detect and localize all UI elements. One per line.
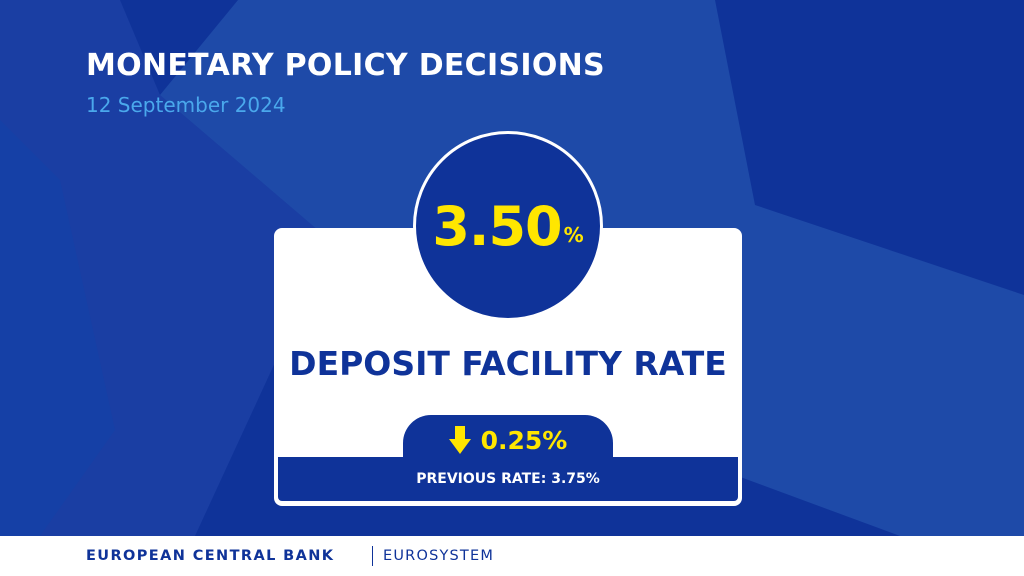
footer-system: EUROSYSTEM bbox=[383, 548, 495, 564]
rate-name: DEPOSIT FACILITY RATE bbox=[289, 344, 727, 383]
decision-date: 12 September 2024 bbox=[86, 93, 286, 117]
arrow-down-icon bbox=[448, 426, 471, 454]
page-title: MONETARY POLICY DECISIONS bbox=[86, 48, 605, 83]
rate-value: 3.50 bbox=[432, 194, 562, 258]
previous-rate-text: PREVIOUS RATE: 3.75% bbox=[416, 471, 600, 487]
footer: EUROPEAN CENTRAL BANK EUROSYSTEM bbox=[0, 536, 1024, 576]
footer-institution: EUROPEAN CENTRAL BANK bbox=[86, 548, 335, 564]
footer-divider bbox=[372, 546, 373, 566]
rate-change-value: 0.25% bbox=[480, 426, 568, 455]
rate-unit: % bbox=[563, 223, 584, 247]
banner: MONETARY POLICY DECISIONS 12 September 2… bbox=[0, 0, 1024, 536]
previous-rate-bar: PREVIOUS RATE: 3.75% bbox=[278, 457, 738, 501]
rate-circle: 3.50 % bbox=[413, 131, 603, 321]
